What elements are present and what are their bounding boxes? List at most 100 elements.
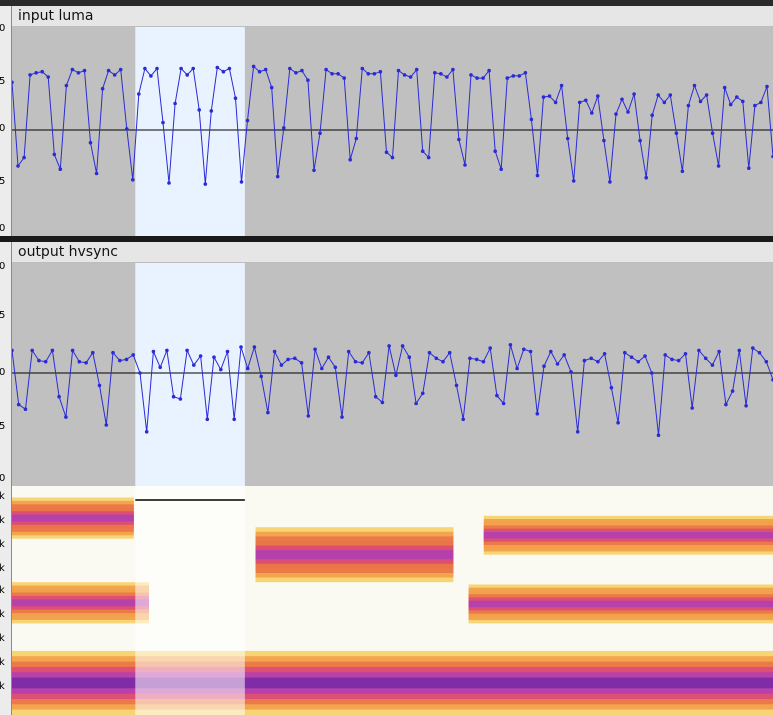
track-input-luma[interactable] <box>12 6 773 236</box>
track-header-input-luma[interactable]: input luma <box>12 6 773 27</box>
sample-point <box>266 410 270 415</box>
sample-point <box>197 108 201 112</box>
sample-point <box>313 347 317 352</box>
sample-point <box>602 138 606 143</box>
sample-point <box>692 83 697 88</box>
sample-point <box>70 67 75 72</box>
sample-point <box>493 149 498 153</box>
sample-point <box>724 402 728 407</box>
sample-point <box>535 411 540 416</box>
sample-point <box>318 131 322 135</box>
sample-point <box>215 65 220 70</box>
sample-point <box>555 362 560 366</box>
sample-point <box>741 99 745 104</box>
sample-point <box>294 71 298 75</box>
sample-point <box>451 67 455 72</box>
sample-point <box>124 357 129 362</box>
sample-point <box>582 358 587 363</box>
sample-point <box>717 349 721 354</box>
sample-point <box>167 181 171 185</box>
waveform-output-hvsync[interactable] <box>12 242 773 486</box>
sample-point <box>131 353 135 357</box>
sample-point <box>239 345 243 349</box>
sample-point <box>457 137 461 142</box>
spectrogram[interactable] <box>12 486 773 715</box>
sample-point <box>22 155 26 160</box>
sample-point <box>474 357 479 362</box>
sample-point <box>286 357 290 362</box>
sample-point <box>161 120 165 125</box>
sample-point <box>529 117 534 122</box>
sample-point <box>118 358 122 363</box>
sample-point <box>623 350 627 355</box>
sample-point <box>522 347 526 352</box>
spectrogram-band <box>12 677 773 689</box>
sample-point <box>151 349 156 354</box>
sample-point <box>340 415 344 419</box>
sample-point <box>445 75 449 79</box>
sample-point <box>185 73 189 77</box>
sample-point <box>112 73 117 77</box>
sample-point <box>324 67 328 72</box>
sample-point <box>50 348 55 353</box>
sample-point <box>608 180 612 184</box>
sample-point <box>414 67 419 72</box>
sample-point <box>680 169 685 174</box>
sample-point <box>461 417 466 422</box>
sample-point <box>97 383 102 388</box>
sample-point <box>559 83 564 88</box>
sample-point <box>155 66 159 71</box>
spectrogram-view[interactable] <box>12 486 773 715</box>
sample-point <box>747 166 751 170</box>
sample-point <box>239 180 244 184</box>
sample-point <box>372 72 377 76</box>
sample-point <box>616 420 620 425</box>
sample-point <box>312 168 316 173</box>
sample-point <box>433 71 437 75</box>
waveform-input-luma[interactable] <box>12 6 773 236</box>
sample-point <box>414 401 418 406</box>
top-border <box>0 0 773 6</box>
sample-point <box>549 349 553 354</box>
sample-point <box>553 100 558 105</box>
sample-point <box>638 138 642 143</box>
sample-point <box>346 349 351 354</box>
sample-point <box>88 140 93 145</box>
track-output-hvsync[interactable] <box>12 242 773 486</box>
sample-point <box>378 69 383 74</box>
track-title: output hvsync <box>18 244 118 260</box>
sample-point <box>468 356 472 361</box>
sample-point <box>577 100 582 105</box>
sample-point <box>191 66 195 71</box>
sample-point <box>219 367 223 372</box>
sample-point <box>233 96 238 100</box>
spectrogram-band <box>12 514 134 522</box>
sample-point <box>488 346 493 350</box>
sample-point <box>137 92 141 96</box>
sample-point <box>421 391 425 396</box>
sample-point <box>387 344 391 348</box>
sample-point <box>330 72 334 76</box>
sample-point <box>650 113 654 117</box>
sample-point <box>434 356 439 361</box>
sample-point <box>367 350 371 355</box>
sample-point <box>584 98 588 103</box>
track-header-output-hvsync[interactable]: output hvsync <box>12 242 773 263</box>
sample-point <box>144 430 149 434</box>
sample-point <box>697 348 701 353</box>
track-background <box>12 242 773 486</box>
sample-point <box>751 346 755 350</box>
sample-point <box>34 71 38 75</box>
sample-point <box>487 68 491 73</box>
sample-point <box>668 93 673 97</box>
sample-point <box>300 68 304 73</box>
sample-point <box>259 374 263 379</box>
sample-point <box>269 85 274 90</box>
sample-point <box>505 76 510 80</box>
sample-point <box>179 66 183 71</box>
sample-point <box>232 417 236 422</box>
sample-point <box>683 352 688 356</box>
sample-point <box>353 359 358 364</box>
sample-point <box>245 366 250 371</box>
sample-point <box>58 167 63 171</box>
